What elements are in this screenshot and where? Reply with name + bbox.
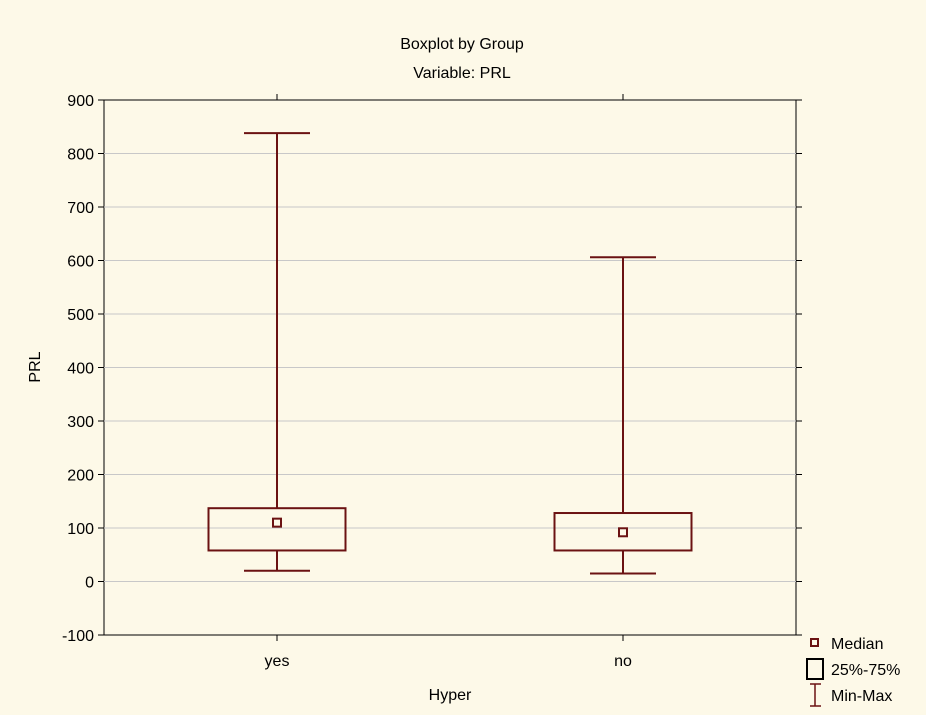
gridlines [104, 153, 796, 582]
chart-title: Boxplot by Group [400, 36, 524, 53]
box-icon [806, 658, 824, 680]
y-tick-label: 800 [67, 147, 94, 164]
box-series [207, 132, 693, 575]
y-tick-label: 100 [67, 521, 94, 538]
x-tick-label: yes [265, 653, 290, 670]
median-marker-yes [272, 517, 282, 528]
y-tick-label: 500 [67, 307, 94, 324]
median-marker-icon [810, 638, 819, 647]
y-tick-label: 200 [67, 468, 94, 485]
y-tick-label: 0 [85, 575, 94, 592]
box-no [553, 512, 693, 552]
legend: Median 25%-75% Min-Max [806, 636, 900, 707]
y-tick-label: -100 [62, 628, 94, 645]
legend-label-2: Min-Max [831, 688, 892, 705]
y-tick-label: 400 [67, 361, 94, 378]
x-axis-label: Hyper [429, 687, 472, 704]
box-yes [207, 507, 347, 552]
y-tick-label: 600 [67, 254, 94, 271]
y-axis-ticks: -100 0 100 200 300 400 500 600 700 800 900 [62, 93, 802, 645]
y-tick-label: 300 [67, 414, 94, 431]
legend-label-0: Median [831, 636, 883, 653]
x-tick-label: no [614, 653, 632, 670]
legend-label-1: 25%-75% [831, 662, 900, 679]
y-tick-label: 700 [67, 200, 94, 217]
y-tick-label: 900 [67, 93, 94, 110]
chart-subtitle: Variable: PRL [413, 65, 511, 82]
median-marker-no [618, 527, 628, 538]
y-axis-label: PRL [27, 351, 44, 382]
x-axis-ticks: yes no [265, 94, 632, 670]
